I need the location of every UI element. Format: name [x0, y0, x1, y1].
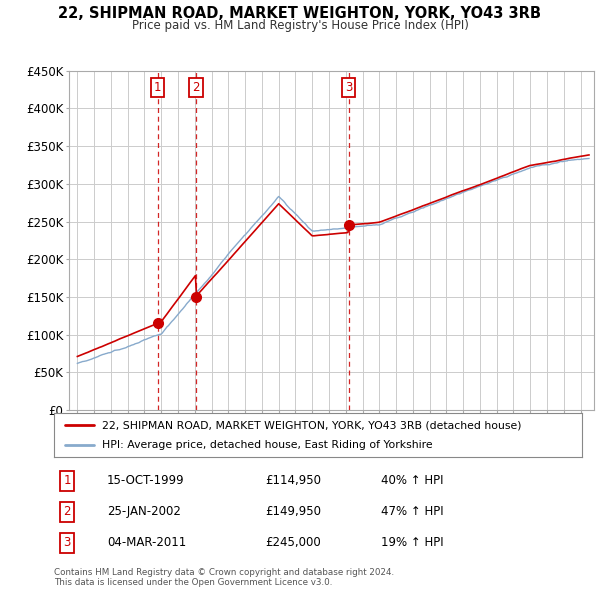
Text: 22, SHIPMAN ROAD, MARKET WEIGHTON, YORK, YO43 3RB (detached house): 22, SHIPMAN ROAD, MARKET WEIGHTON, YORK,…: [101, 421, 521, 430]
Text: £149,950: £149,950: [265, 505, 321, 519]
Text: HPI: Average price, detached house, East Riding of Yorkshire: HPI: Average price, detached house, East…: [101, 440, 432, 450]
Text: 15-OCT-1999: 15-OCT-1999: [107, 474, 184, 487]
Text: Contains HM Land Registry data © Crown copyright and database right 2024.: Contains HM Land Registry data © Crown c…: [54, 568, 394, 576]
Text: 1: 1: [64, 474, 71, 487]
Text: 3: 3: [345, 81, 352, 94]
Text: £245,000: £245,000: [265, 536, 321, 549]
Text: This data is licensed under the Open Government Licence v3.0.: This data is licensed under the Open Gov…: [54, 578, 332, 587]
Text: 2: 2: [64, 505, 71, 519]
Text: 22, SHIPMAN ROAD, MARKET WEIGHTON, YORK, YO43 3RB: 22, SHIPMAN ROAD, MARKET WEIGHTON, YORK,…: [59, 6, 542, 21]
Text: 3: 3: [64, 536, 71, 549]
Text: 40% ↑ HPI: 40% ↑ HPI: [382, 474, 444, 487]
Text: 1: 1: [154, 81, 161, 94]
Text: 04-MAR-2011: 04-MAR-2011: [107, 536, 186, 549]
Text: 47% ↑ HPI: 47% ↑ HPI: [382, 505, 444, 519]
Text: Price paid vs. HM Land Registry's House Price Index (HPI): Price paid vs. HM Land Registry's House …: [131, 19, 469, 32]
Text: 2: 2: [192, 81, 200, 94]
Text: £114,950: £114,950: [265, 474, 321, 487]
Text: 19% ↑ HPI: 19% ↑ HPI: [382, 536, 444, 549]
Text: 25-JAN-2002: 25-JAN-2002: [107, 505, 181, 519]
